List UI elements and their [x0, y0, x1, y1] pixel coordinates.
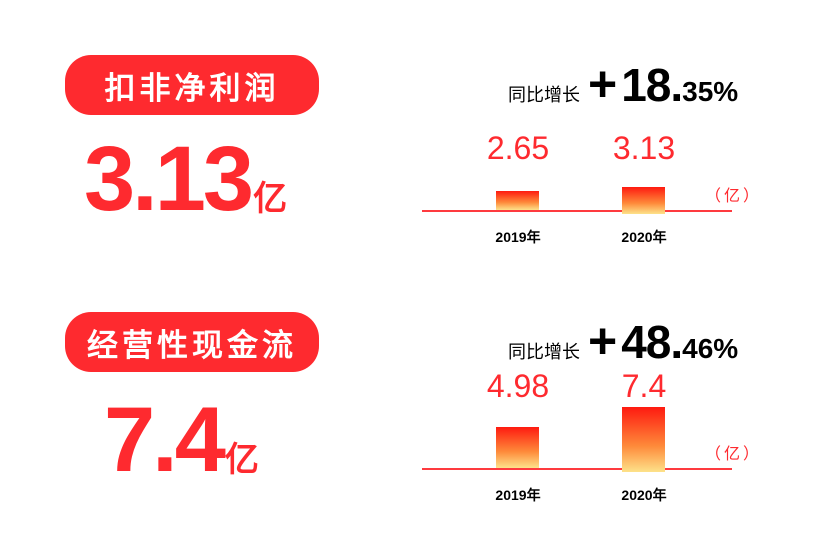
unit-label: （亿）	[705, 186, 763, 205]
value-label: 7.4	[621, 368, 667, 404]
category-label: 2020年	[621, 487, 667, 503]
category-label: 2019年	[495, 229, 541, 245]
yoy-dec: 46%	[682, 333, 739, 364]
x-axis-line	[422, 210, 732, 212]
headline-number: 3.13	[84, 128, 254, 230]
bar-2020年	[622, 406, 665, 472]
value-label: 4.98	[486, 368, 550, 404]
title-pill: 经营性现金流	[65, 312, 319, 372]
headline-value: 7.4亿	[104, 388, 259, 493]
section-cash-flow: 经营性现金流 7.4亿 同比增长 +48. 46% （亿） 4.98 2019年 7.4 2…	[0, 298, 830, 555]
section-net-profit: 扣非净利润 3.13亿 同比增长 +18. 35% （亿） 2.65 2019年 3.13…	[0, 41, 830, 298]
yoy-label: 同比增长	[508, 85, 580, 106]
yoy-int: 48.	[621, 316, 683, 368]
headline-unit: 亿	[253, 179, 288, 219]
headline-number: 7.4	[104, 389, 226, 491]
value-label: 2.65	[486, 130, 550, 166]
x-axis-line	[422, 468, 732, 470]
yoy-sign: +	[588, 313, 618, 369]
yoy-int: 18.	[621, 59, 683, 111]
category-label: 2020年	[621, 229, 667, 245]
unit-label: （亿）	[705, 444, 763, 463]
headline-unit: 亿	[224, 440, 259, 480]
bar-2019年	[496, 190, 539, 210]
yoy-growth: 同比增长 +48. 46%	[508, 312, 738, 370]
bar-2019年	[496, 426, 539, 468]
bar-chart: （亿） 2.65 2019年 3.13 2020年	[420, 41, 759, 298]
yoy-growth: 同比增长 +18. 35%	[508, 55, 738, 113]
headline-value: 3.13亿	[84, 127, 287, 232]
category-label: 2019年	[495, 487, 541, 503]
yoy-dec: 35%	[682, 76, 739, 107]
title-pill: 扣非净利润	[65, 55, 319, 115]
yoy-label: 同比增长	[508, 342, 580, 363]
bar-2020年	[622, 187, 665, 214]
bar-chart: （亿） 4.98 2019年 7.4 2020年	[420, 298, 759, 555]
yoy-sign: +	[588, 56, 618, 112]
value-label: 3.13	[612, 130, 676, 166]
